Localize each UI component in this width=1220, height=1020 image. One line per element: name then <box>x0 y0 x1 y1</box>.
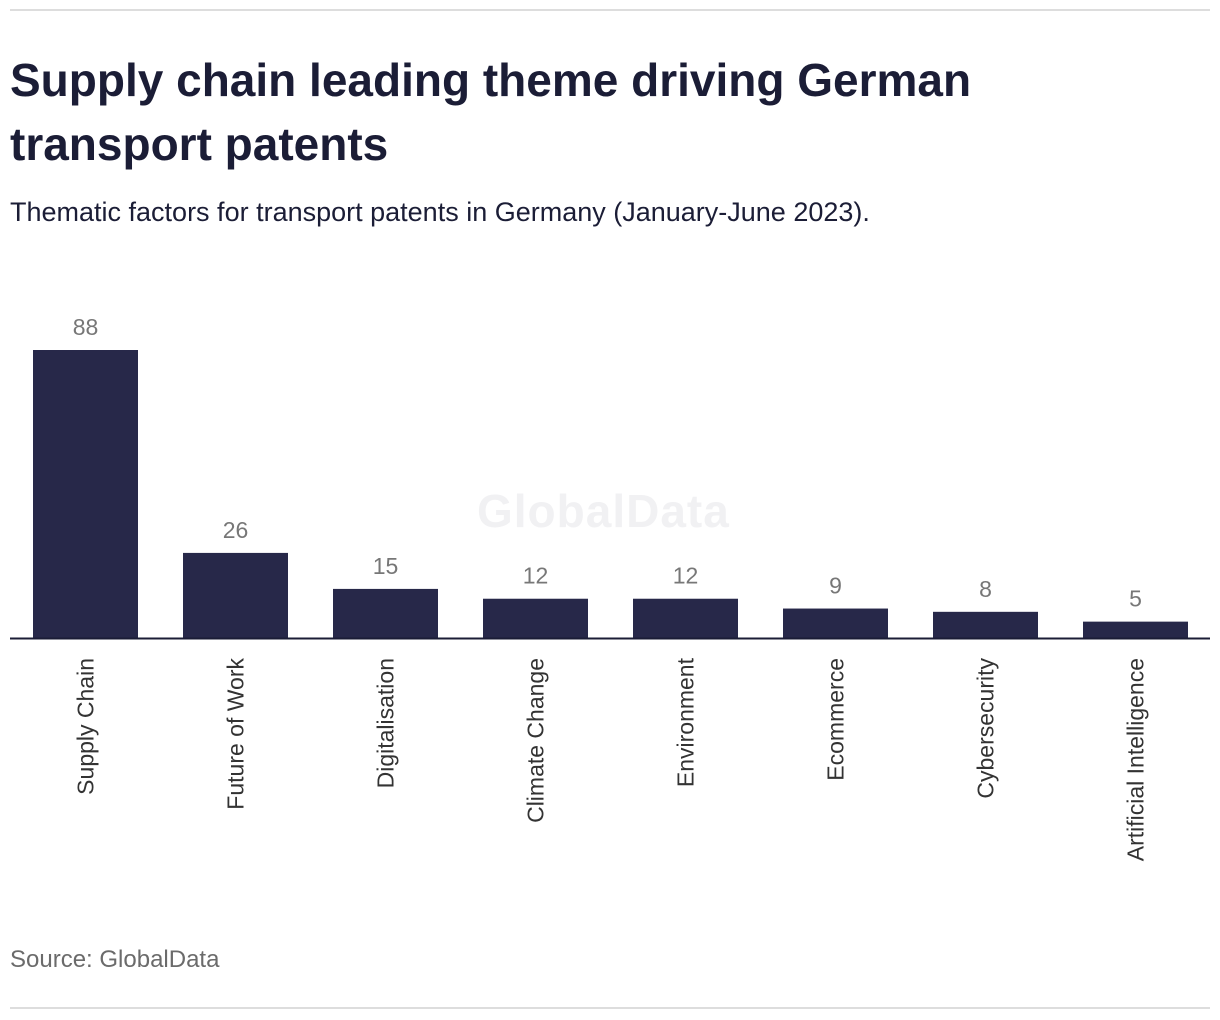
bar <box>333 588 438 638</box>
bar <box>933 611 1038 638</box>
x-tick-label: Cybersecurity <box>973 658 999 799</box>
x-tick-label: Climate Change <box>523 658 549 823</box>
x-tick-label: Digitalisation <box>373 658 399 788</box>
chart-subtitle: Thematic factors for transport patents i… <box>10 197 870 227</box>
bar <box>183 552 288 638</box>
bar <box>483 598 588 638</box>
x-tick-label: Artificial Intelligence <box>1123 658 1149 861</box>
data-label: 26 <box>223 517 249 543</box>
data-label: 12 <box>523 563 549 589</box>
data-label: 9 <box>829 573 842 599</box>
chart-title: Supply chain leading theme driving Germa… <box>10 54 972 170</box>
x-tick-label: Ecommerce <box>823 658 849 781</box>
top-divider <box>10 9 1210 11</box>
data-label: 88 <box>73 314 99 340</box>
data-label: 8 <box>979 576 992 602</box>
bottom-divider <box>10 1007 1210 1009</box>
data-label: 15 <box>373 553 399 579</box>
bar <box>1083 621 1188 638</box>
data-label: 5 <box>1129 586 1142 612</box>
bar <box>33 350 138 638</box>
x-tick-label: Future of Work <box>223 658 249 810</box>
bar <box>633 598 738 638</box>
x-tick-label: Supply Chain <box>73 658 99 795</box>
bar <box>783 608 888 638</box>
data-label: 12 <box>673 563 699 589</box>
x-tick-label: Environment <box>673 657 699 787</box>
source-note: Source: GlobalData <box>10 946 220 973</box>
